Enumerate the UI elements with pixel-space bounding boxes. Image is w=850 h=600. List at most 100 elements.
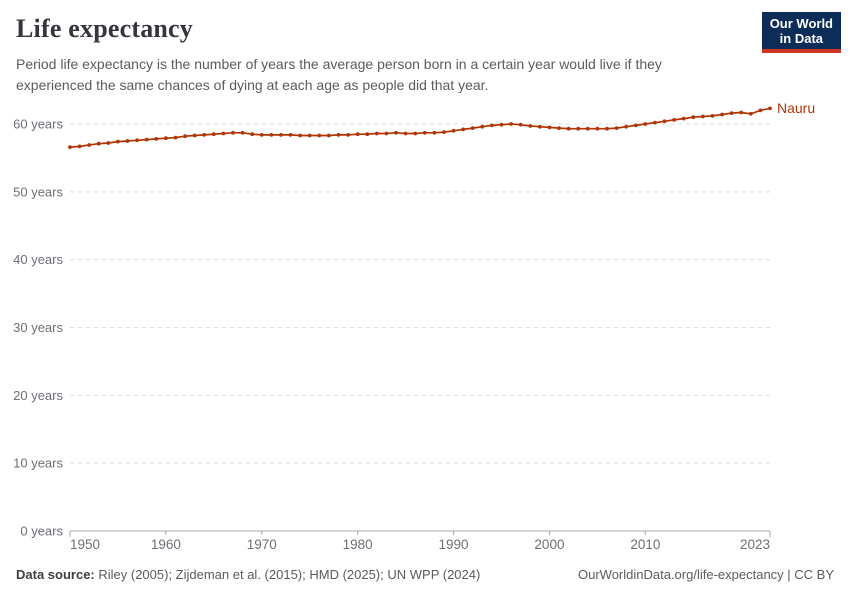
data-point[interactable] <box>327 133 331 138</box>
data-point[interactable] <box>384 131 389 136</box>
data-source-list: Riley (2005); Zijdeman et al. (2015); HM… <box>94 567 481 582</box>
data-point[interactable] <box>758 108 763 113</box>
data-point[interactable] <box>221 131 226 136</box>
data-point[interactable] <box>470 126 475 130</box>
data-point[interactable] <box>442 130 446 135</box>
x-tick-label: 1980 <box>343 537 373 552</box>
y-tick-label: 0 years <box>20 524 63 539</box>
data-point[interactable] <box>768 106 772 111</box>
data-point[interactable] <box>307 133 312 138</box>
data-point[interactable] <box>538 124 542 129</box>
data-point[interactable] <box>490 123 494 128</box>
page-title: Life expectancy <box>16 14 194 43</box>
data-point[interactable] <box>653 120 657 125</box>
data-source-note: Data source: Riley (2005); Zijdeman et a… <box>16 567 480 582</box>
data-point[interactable] <box>566 126 571 131</box>
data-point[interactable] <box>605 126 609 131</box>
data-point[interactable] <box>672 118 676 122</box>
data-point[interactable] <box>144 137 149 142</box>
data-point[interactable] <box>202 133 207 137</box>
data-point[interactable] <box>125 139 130 143</box>
y-tick-label: 30 years <box>13 320 63 335</box>
data-point[interactable] <box>480 124 485 129</box>
data-point[interactable] <box>164 136 168 141</box>
logo-line-1: Our World <box>769 16 833 31</box>
data-point[interactable] <box>557 126 561 130</box>
data-point[interactable] <box>183 134 188 139</box>
data-point[interactable] <box>748 111 753 116</box>
series-line-nauru[interactable] <box>69 107 771 148</box>
data-point[interactable] <box>422 130 427 135</box>
data-point[interactable] <box>518 122 523 127</box>
data-point[interactable] <box>87 143 92 147</box>
data-point[interactable] <box>279 133 283 137</box>
data-point[interactable] <box>116 139 120 144</box>
data-point[interactable] <box>355 132 360 137</box>
data-point[interactable] <box>77 144 82 149</box>
logo-line-2: in Data <box>779 31 824 46</box>
data-point[interactable] <box>106 141 111 145</box>
x-tick-label: 2000 <box>534 537 564 552</box>
data-point[interactable] <box>68 145 72 150</box>
data-point[interactable] <box>662 119 667 124</box>
data-point[interactable] <box>710 114 715 118</box>
data-point[interactable] <box>739 110 744 115</box>
data-point[interactable] <box>336 133 341 137</box>
series-label-nauru: Nauru <box>777 100 815 116</box>
data-point[interactable] <box>595 126 600 131</box>
data-point[interactable] <box>173 135 178 140</box>
data-point[interactable] <box>192 133 197 138</box>
data-point[interactable] <box>135 138 140 143</box>
life-expectancy-line-chart: 0 years 10 years 20 years 30 years 40 years 5… <box>13 100 815 552</box>
data-point[interactable] <box>365 132 370 137</box>
owid-logo[interactable]: Our World in Data <box>761 12 841 53</box>
data-point[interactable] <box>720 112 724 117</box>
data-point[interactable] <box>96 141 101 146</box>
data-point[interactable] <box>413 131 418 136</box>
y-tick-label: 20 years <box>13 388 63 403</box>
data-point[interactable] <box>509 122 513 126</box>
data-point[interactable] <box>269 133 274 137</box>
x-tick-label: 1990 <box>439 537 469 552</box>
data-point[interactable] <box>298 133 302 138</box>
data-point[interactable] <box>154 137 159 141</box>
y-tick-label: 10 years <box>13 456 63 471</box>
data-point[interactable] <box>729 111 734 115</box>
data-point[interactable] <box>346 133 350 137</box>
data-point[interactable] <box>633 123 638 128</box>
data-point[interactable] <box>394 130 398 135</box>
page-subtitle: Period life expectancy is the number of … <box>16 56 662 93</box>
y-tick-label: 60 years <box>13 117 63 132</box>
data-point[interactable] <box>231 130 235 135</box>
data-point[interactable] <box>451 128 456 133</box>
data-point[interactable] <box>432 130 437 135</box>
data-point[interactable] <box>643 122 648 126</box>
x-tick-label: 2010 <box>630 537 660 552</box>
data-point[interactable] <box>461 127 466 132</box>
data-point[interactable] <box>624 124 629 129</box>
owid-url-link[interactable]: OurWorldinData.org/life-expectancy | CC … <box>577 567 834 582</box>
data-point[interactable] <box>691 115 696 120</box>
data-point[interactable] <box>250 132 255 137</box>
y-tick-label: 40 years <box>13 252 63 267</box>
data-point[interactable] <box>374 131 379 136</box>
y-tick-label: 50 years <box>13 184 63 199</box>
data-point[interactable] <box>576 126 581 131</box>
x-tick-label: 2023 <box>740 537 770 552</box>
data-point[interactable] <box>317 133 322 138</box>
data-point[interactable] <box>240 130 245 135</box>
data-point[interactable] <box>211 132 216 137</box>
data-point[interactable] <box>681 116 686 121</box>
x-tick-label: 1950 <box>70 537 100 552</box>
data-point[interactable] <box>403 131 408 136</box>
data-point[interactable] <box>701 114 705 119</box>
data-point[interactable] <box>288 133 293 137</box>
data-point[interactable] <box>259 133 264 137</box>
data-point[interactable] <box>585 126 590 131</box>
data-point[interactable] <box>528 124 533 128</box>
data-point[interactable] <box>547 125 552 130</box>
data-point[interactable] <box>614 126 619 130</box>
data-point[interactable] <box>499 122 504 127</box>
x-tick-label: 1970 <box>247 537 277 552</box>
